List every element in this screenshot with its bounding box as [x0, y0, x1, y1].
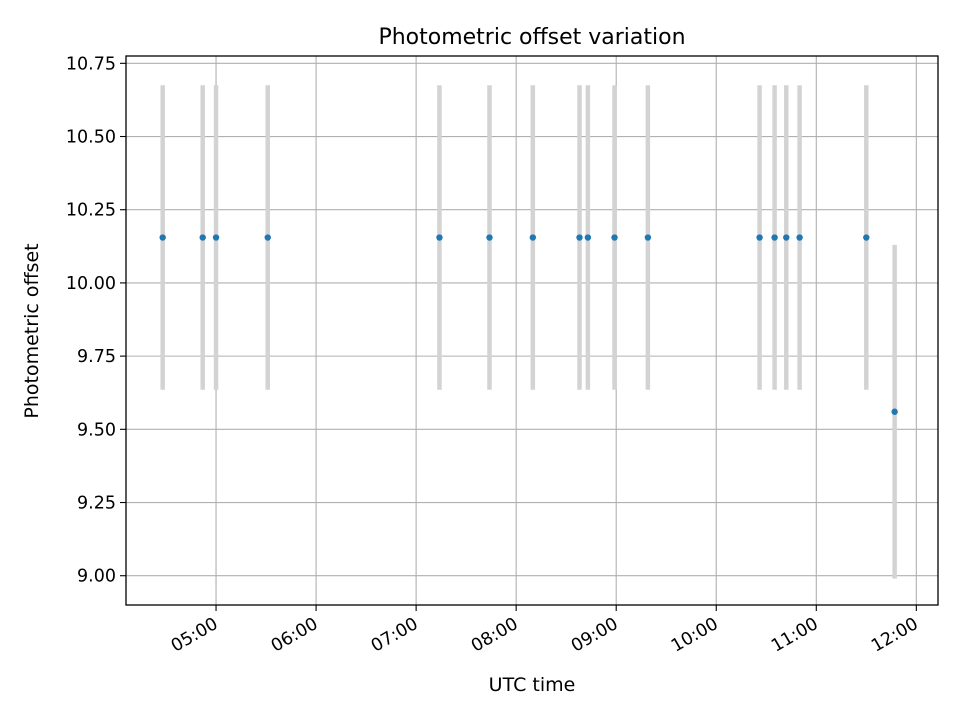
y-axis-ticks: 9.00 9.25 9.50 9.75 10.00 10.25 10.50 10.75 — [66, 54, 126, 587]
data-point — [264, 234, 271, 241]
data-point — [771, 234, 778, 241]
data-point — [486, 234, 493, 241]
data-point — [529, 234, 537, 241]
data-point — [783, 234, 790, 241]
data-point — [863, 234, 870, 241]
chart-title: Photometric offset variation — [378, 25, 685, 50]
data-point — [159, 234, 166, 241]
data-point — [891, 408, 898, 415]
data-point — [212, 234, 220, 241]
data-point — [584, 234, 592, 241]
data-point — [436, 234, 443, 241]
data-point — [611, 234, 618, 241]
data-point — [199, 234, 206, 241]
y-tick-label: 10.50 — [66, 128, 116, 148]
y-tick-label: 9.75 — [77, 347, 116, 367]
y-tick-label: 10.75 — [66, 54, 116, 74]
data-point — [756, 234, 763, 241]
data-point — [796, 234, 803, 241]
y-tick-label: 10.25 — [66, 201, 116, 221]
data-points — [159, 234, 898, 415]
data-point — [644, 234, 652, 241]
y-tick-label: 9.50 — [77, 420, 116, 440]
data-point — [576, 234, 583, 241]
y-tick-label: 10.00 — [66, 274, 116, 294]
plot-frame — [125, 55, 939, 606]
y-tick-label: 9.25 — [77, 494, 116, 514]
y-axis-label: Photometric offset — [21, 243, 43, 418]
y-tick-label: 9.00 — [77, 567, 116, 587]
x-axis-label: UTC time — [489, 674, 576, 696]
